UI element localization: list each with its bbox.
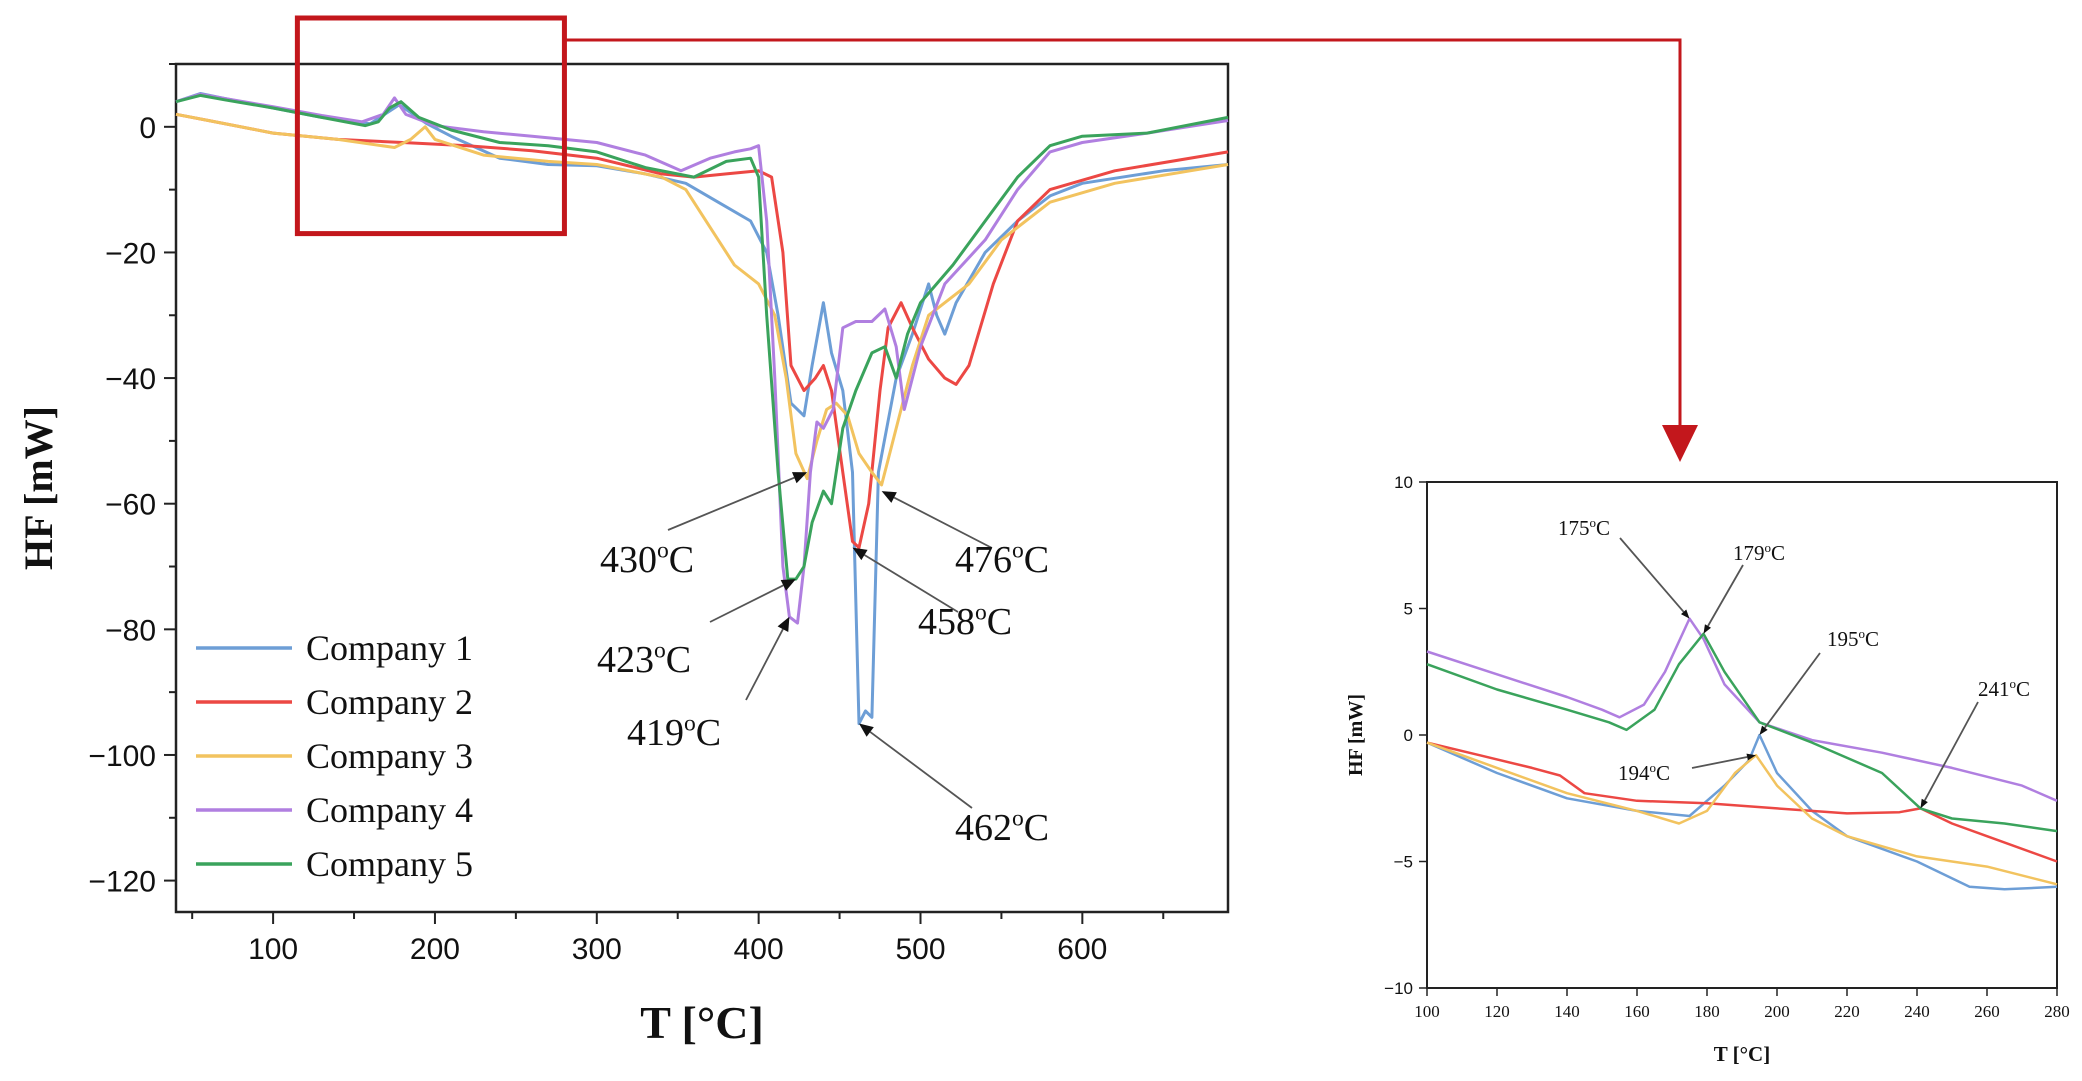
main-series-line-company-2 [175, 112, 1229, 550]
main-y-tick-label: −40 [105, 363, 156, 396]
inset-x-tick-label: 200 [1764, 1002, 1790, 1021]
inset-y-tick-label: 5 [1404, 600, 1413, 619]
inset-series-line-company-2 [1426, 741, 2058, 863]
inset-annotations: 175oC 179oC 195oC 194oC 241oC [1558, 515, 2030, 809]
inset-series-line-company-3 [1426, 741, 2058, 886]
main-y-tick-label: 0 [139, 112, 156, 145]
main-annotation-label: 476oC [955, 538, 1049, 581]
main-y-axis-label: HF [mW] [16, 406, 61, 570]
zoom-connector-line [566, 38, 1682, 425]
inset-x-tick-label: 100 [1414, 1002, 1440, 1021]
inset-annotation-arrow [1619, 537, 1690, 619]
inset-y-tick-label: −10 [1384, 979, 1413, 998]
inset-chart: 100 120 140 160 180 200 220 240 260 2801050−5−10 … [1345, 473, 2070, 1066]
inset-annotation-arrow [1691, 753, 1756, 769]
inset-x-tick-label: 220 [1834, 1002, 1860, 1021]
inset-annotation-label: 241oC [1978, 676, 2030, 701]
main-x-tick-label: 500 [895, 933, 945, 966]
main-x-tick-label: 200 [410, 933, 460, 966]
inset-series [1426, 617, 2058, 891]
inset-x-tick-label: 240 [1904, 1002, 1930, 1021]
main-ticks: 100 200 300 400 500 600 0 −20 −40 −60 −80 −100 −120 [88, 63, 1165, 966]
main-annotation-arrow [745, 616, 790, 701]
inset-annotation-label: 195oC [1827, 626, 1879, 651]
zoom-arrow-head [1662, 425, 1698, 462]
main-chart: 100 200 300 400 500 6000−20−40−60−80−100−120 … [16, 15, 1698, 1048]
inset-annotation-arrow [1920, 701, 1979, 809]
inset-x-tick-label: 140 [1554, 1002, 1580, 1021]
main-series-line-company-4 [175, 92, 1229, 625]
inset-series-line-company-5 [1426, 632, 2058, 833]
legend: Company 1 Company 2 Company 3 Company 4 Comp… [196, 628, 473, 884]
main-x-tick-label: 400 [734, 933, 784, 966]
zoom-region-box [294, 15, 567, 237]
inset-annotation-label: 194oC [1618, 760, 1670, 785]
inset-annotation-label: 179oC [1733, 540, 1785, 565]
main-y-tick-label: −100 [88, 740, 156, 773]
main-annotation-arrow [881, 491, 993, 549]
main-y-tick-label: −80 [105, 614, 156, 647]
inset-x-tick-label: 160 [1624, 1002, 1650, 1021]
main-annotation-label: 423oC [597, 638, 691, 681]
inset-annotation-label: 175oC [1558, 515, 1610, 540]
main-annotation-label: 462oC [955, 806, 1049, 849]
main-x-axis-label: T [°C] [640, 997, 764, 1048]
main-annotation-arrow [709, 579, 796, 623]
main-y-tick-label: −60 [105, 489, 156, 522]
main-series-line-company-3 [175, 112, 1229, 487]
inset-series-line-company-4 [1426, 617, 2058, 802]
legend-item: Company 2 [196, 682, 473, 722]
main-series [175, 92, 1229, 726]
main-annotation-arrow [667, 472, 808, 531]
main-plot-frame [174, 62, 1230, 914]
main-annotation-arrow [852, 547, 959, 613]
inset-x-tick-label: 260 [1974, 1002, 2000, 1021]
inset-y-tick-label: −5 [1394, 853, 1413, 872]
legend-label: Company 1 [306, 628, 473, 668]
inset-x-tick-label: 180 [1694, 1002, 1720, 1021]
main-annotation-arrow [858, 723, 973, 809]
inset-annotation-arrow [1703, 564, 1744, 634]
legend-label: Company 5 [306, 844, 473, 884]
main-y-tick-label: −20 [105, 237, 156, 270]
main-annotation-label: 458oC [918, 600, 1012, 643]
legend-item: Company 1 [196, 628, 473, 668]
main-x-tick-label: 600 [1057, 933, 1107, 966]
legend-item: Company 3 [196, 736, 473, 776]
main-x-tick-label: 100 [248, 933, 298, 966]
inset-x-tick-label: 280 [2044, 1002, 2070, 1021]
legend-item: Company 4 [196, 790, 473, 830]
main-annotation-label: 430oC [600, 538, 694, 581]
main-y-tick-label: −120 [88, 866, 156, 899]
inset-x-axis-label: T [°C] [1714, 1042, 1770, 1066]
main-x-tick-label: 300 [572, 933, 622, 966]
inset-x-tick-label: 120 [1484, 1002, 1510, 1021]
legend-label: Company 3 [306, 736, 473, 776]
legend-item: Company 5 [196, 844, 473, 884]
inset-y-tick-label: 10 [1394, 473, 1413, 492]
inset-ticks: 100 120 140 160 180 200 220 240 260 280 10 5 0 −5 −10 [1384, 473, 2070, 1021]
inset-y-tick-label: 0 [1404, 726, 1413, 745]
inset-y-axis-label: HF [mW] [1345, 694, 1367, 776]
legend-label: Company 4 [306, 790, 473, 830]
main-annotations: 430oC 423oC 419oC 476oC 458oC 462oC [597, 472, 1049, 849]
main-series-line-company-5 [175, 93, 1229, 581]
inset-annotation-arrow [1759, 652, 1821, 735]
legend-label: Company 2 [306, 682, 473, 722]
main-annotation-label: 419oC [627, 711, 721, 754]
